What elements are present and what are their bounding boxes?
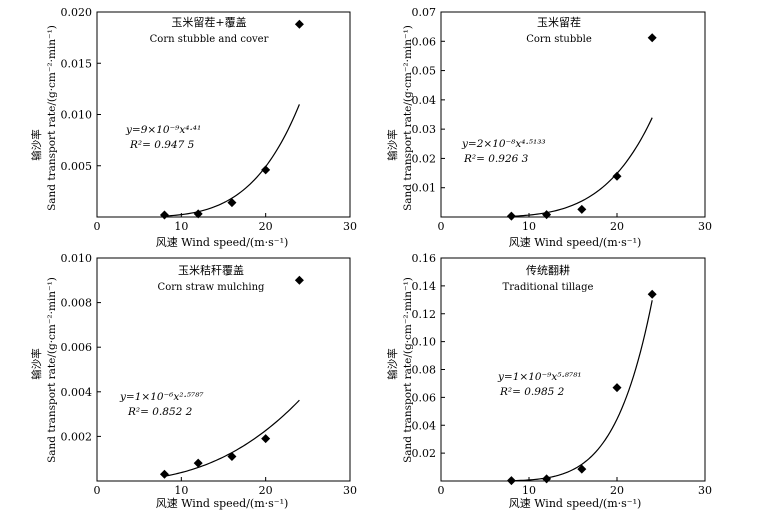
y-tick-label: 0.010: [61, 109, 93, 122]
y-tick-label: 0.07: [412, 6, 437, 19]
panel-title-en: Traditional tillage: [503, 282, 594, 293]
fit-curve: [511, 300, 653, 482]
data-point-diamond: [612, 383, 622, 393]
y-tick-label: 0.08: [412, 364, 437, 377]
data-point-diamond: [577, 464, 587, 474]
panel-title-cn: 玉米留茬+覆盖: [171, 15, 246, 29]
data-point-diamond: [506, 211, 516, 221]
y-tick-label: 0.03: [412, 123, 437, 136]
y-tick-label: 0.12: [412, 308, 437, 321]
x-tick-label: 20: [259, 484, 273, 497]
x-axis-label: 风速 Wind speed/(m·s⁻¹): [509, 236, 642, 249]
y-tick-label: 0.05: [412, 65, 437, 78]
data-point-diamond: [647, 289, 657, 299]
panel-title-en: Corn stubble and cover: [150, 34, 269, 45]
y-axis-label-cn: 输沙率: [386, 348, 399, 380]
y-tick-label: 0.10: [412, 336, 437, 349]
data-point-diamond: [193, 209, 203, 219]
data-point-diamond: [193, 458, 203, 468]
r-squared: R²= 0.852 2: [127, 406, 193, 418]
data-point-diamond: [227, 198, 237, 208]
y-axis-label-cn: 输沙率: [30, 129, 43, 161]
panel-title-cn: 传统翻耕: [526, 263, 570, 277]
y-axis-label-en: Sand transport rate/(g·cm⁻²·min⁻¹): [402, 277, 414, 463]
y-axis-label-en: Sand transport rate/(g·cm⁻²·min⁻¹): [46, 277, 58, 463]
y-axis-label-cn: 输沙率: [30, 348, 43, 380]
y-axis-label-en: Sand transport rate/(g·cm⁻²·min⁻¹): [402, 25, 414, 211]
y-tick-label: 0.005: [61, 160, 93, 173]
y-tick-label: 0.010: [61, 252, 93, 265]
y-tick-label: 0.04: [412, 94, 437, 107]
y-tick-label: 0.06: [412, 391, 437, 404]
data-point-diamond: [506, 476, 516, 486]
x-tick-label: 0: [438, 484, 445, 497]
x-tick-label: 30: [698, 220, 712, 233]
x-tick-label: 0: [94, 220, 101, 233]
x-tick-label: 30: [343, 484, 357, 497]
x-axis-label: 风速 Wind speed/(m·s⁻¹): [156, 236, 289, 249]
x-tick-label: 10: [522, 484, 536, 497]
x-tick-label: 30: [343, 220, 357, 233]
panel-corn-stubble: Sand transport rate/(g·cm⁻²·min⁻¹) 输沙率 玉…: [386, 6, 712, 249]
y-tick-label: 0.01: [412, 182, 437, 195]
x-tick-label: 20: [259, 220, 273, 233]
fit-equation: y=1×10⁻⁹x⁵·⁸⁷⁸¹: [497, 371, 582, 383]
r-squared: R²= 0.985 2: [499, 386, 565, 398]
y-tick-label: 0.04: [412, 419, 437, 432]
data-point-diamond: [542, 474, 552, 484]
data-point-diamond: [227, 451, 237, 461]
panel-title-cn: 玉米留茬: [537, 15, 581, 29]
fit-equation: y=9×10⁻⁹x⁴·⁴¹: [125, 124, 201, 136]
data-point-diamond: [294, 275, 304, 285]
y-tick-label: 0.020: [61, 6, 93, 19]
x-tick-label: 20: [610, 484, 624, 497]
data-point-diamond: [261, 165, 271, 175]
data-point-diamond: [542, 210, 552, 220]
x-tick-label: 10: [174, 484, 188, 497]
x-tick-label: 20: [610, 220, 624, 233]
x-tick-label: 0: [94, 484, 101, 497]
y-tick-label: 0.015: [61, 57, 93, 70]
y-tick-label: 0.16: [412, 252, 437, 265]
x-axis-label: 风速 Wind speed/(m·s⁻¹): [156, 497, 289, 510]
x-axis-label: 风速 Wind speed/(m·s⁻¹): [509, 497, 642, 510]
y-tick-label: 0.02: [412, 152, 437, 165]
data-point-diamond: [612, 171, 622, 181]
fit-curve: [511, 117, 653, 217]
plot-frame: [96, 257, 351, 482]
data-point-diamond: [647, 33, 657, 43]
y-tick-label: 0.06: [412, 35, 437, 48]
y-tick-label: 0.004: [61, 386, 93, 399]
x-tick-label: 10: [174, 220, 188, 233]
y-tick-label: 0.008: [61, 297, 93, 310]
y-tick-label: 0.14: [412, 280, 437, 293]
fit-equation: y=1×10⁻⁶x²·⁵⁷⁸⁷: [119, 391, 204, 403]
y-tick-label: 0.006: [61, 341, 93, 354]
x-tick-label: 0: [438, 220, 445, 233]
data-point-diamond: [294, 19, 304, 29]
panel-title-cn: 玉米秸秆覆盖: [178, 263, 244, 277]
data-point-diamond: [159, 210, 169, 220]
x-tick-label: 30: [698, 484, 712, 497]
panel-corn-stubble-and-cover: Sand transport rate/(g·cm⁻²·min⁻¹) 输沙率 玉…: [30, 6, 357, 249]
y-axis-label-en: Sand transport rate/(g·cm⁻²·min⁻¹): [46, 25, 58, 211]
panel-corn-straw-mulching: Sand transport rate/(g·cm⁻²·min⁻¹) 输沙率 玉…: [30, 252, 357, 510]
data-point-diamond: [577, 204, 587, 214]
panel-title-en: Corn stubble: [526, 34, 592, 45]
r-squared: R²= 0.926 3: [463, 153, 529, 165]
data-point-diamond: [261, 434, 271, 444]
panel-traditional-tillage: Sand transport rate/(g·cm⁻²·min⁻¹) 输沙率 传…: [386, 252, 712, 510]
y-axis-label-cn: 输沙率: [386, 129, 399, 161]
r-squared: R²= 0.947 5: [129, 139, 195, 151]
x-tick-label: 10: [522, 220, 536, 233]
y-tick-label: 0.002: [61, 430, 93, 443]
data-point-diamond: [159, 469, 169, 479]
fit-equation: y=2×10⁻⁸x⁴·⁵¹³³: [461, 138, 546, 150]
plot-frame: [440, 11, 706, 218]
y-tick-label: 0.02: [412, 447, 437, 460]
panel-title-en: Corn straw mulching: [158, 282, 266, 293]
